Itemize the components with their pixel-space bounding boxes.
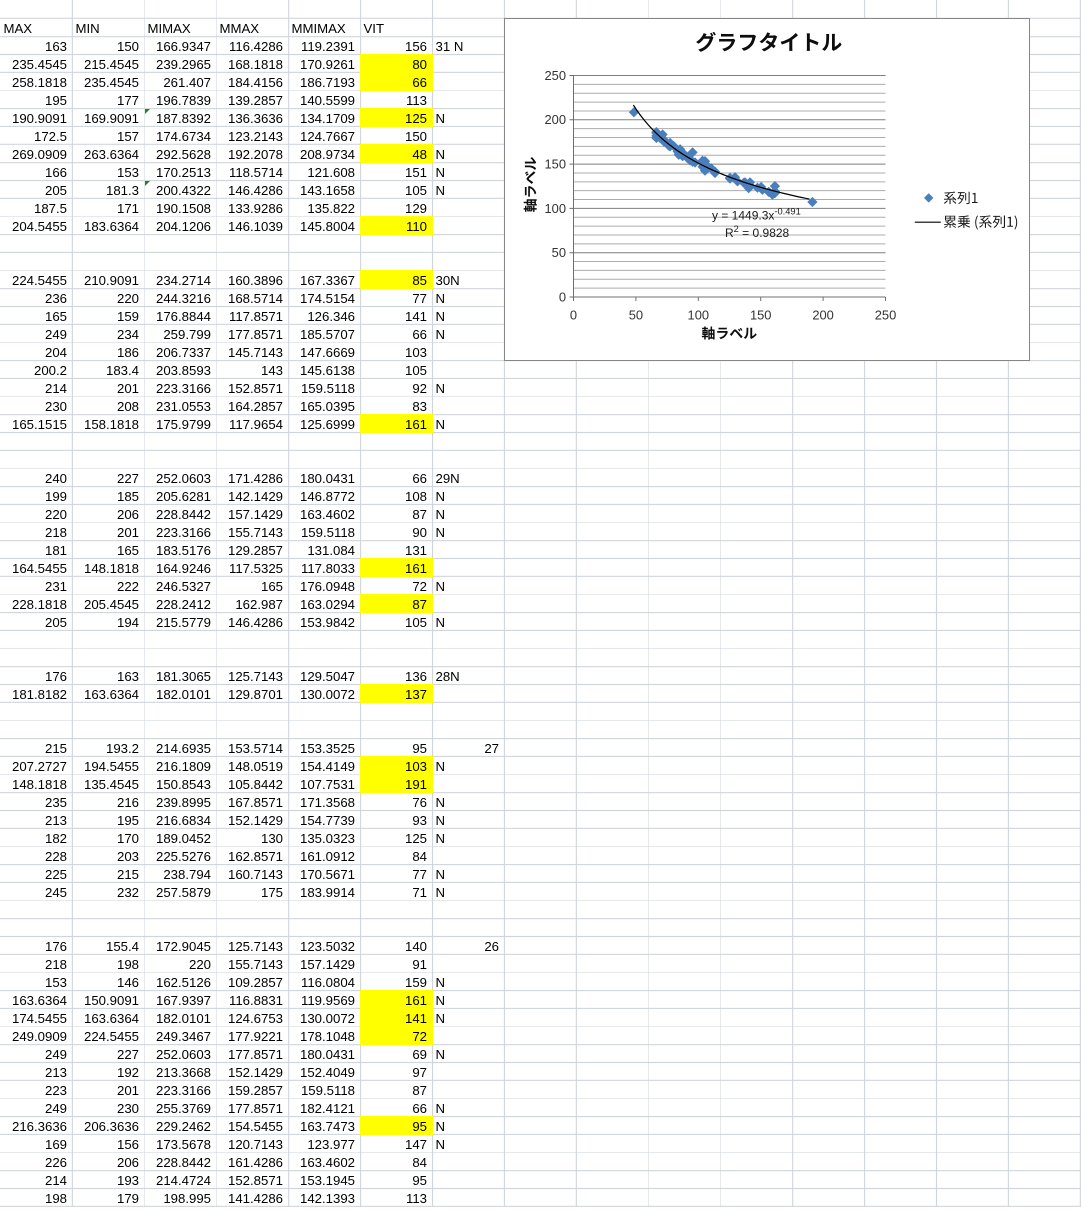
svg-text:100: 100 bbox=[544, 201, 566, 216]
svg-text:50: 50 bbox=[629, 308, 643, 323]
svg-text:200: 200 bbox=[544, 112, 566, 127]
svg-text:0: 0 bbox=[570, 308, 577, 323]
svg-text:200: 200 bbox=[812, 308, 834, 323]
svg-text:100: 100 bbox=[688, 308, 710, 323]
svg-text:150: 150 bbox=[544, 157, 566, 172]
svg-text:150: 150 bbox=[750, 308, 772, 323]
svg-text:250: 250 bbox=[875, 308, 897, 323]
svg-text:R2 = 0.9828: R2 = 0.9828 bbox=[725, 224, 790, 240]
svg-text:50: 50 bbox=[552, 245, 566, 260]
svg-text:0: 0 bbox=[559, 289, 566, 304]
svg-text:250: 250 bbox=[544, 68, 566, 83]
